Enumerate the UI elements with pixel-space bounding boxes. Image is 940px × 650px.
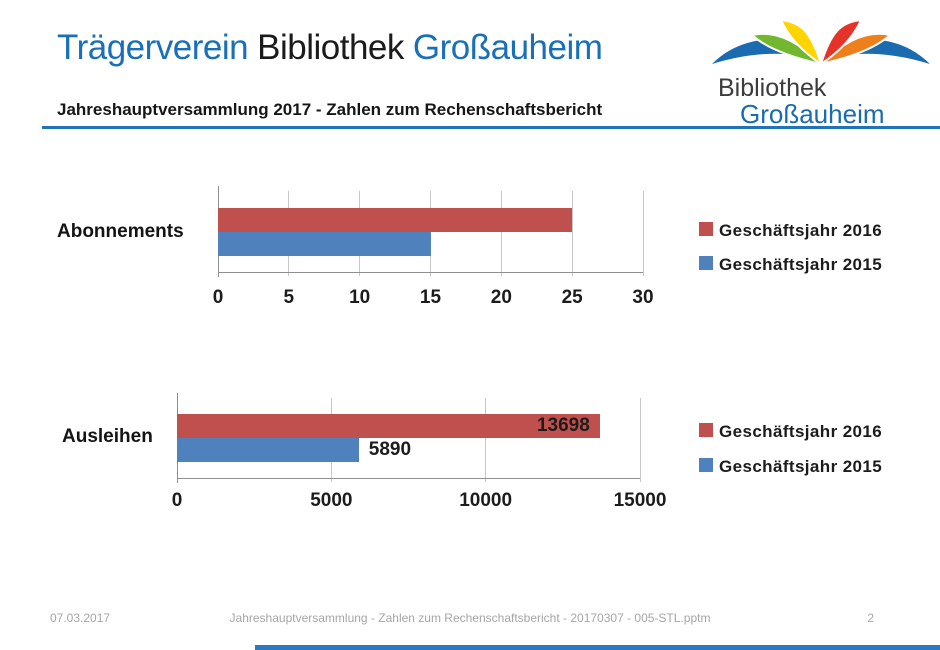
x-tick-label: 0 <box>212 287 224 308</box>
legend-label-2015: Geschäftsjahr 2015 <box>719 457 883 476</box>
logo-text-line2: Großauheim <box>740 99 885 129</box>
open-book-logo-icon <box>712 18 930 67</box>
legend-swatch-2015 <box>699 458 713 472</box>
plot-area-ausleihen: 0 5000 10000 15000 13698 5890 <box>172 393 666 511</box>
chart-legend: Geschäftsjahr 2016 Geschäftsjahr 2015 <box>699 221 882 289</box>
bar-gesch-ftsjahr-2016 <box>218 208 573 232</box>
x-tick-label: 20 <box>490 287 512 308</box>
legend-label-2016: Geschäftsjahr 2016 <box>719 422 883 441</box>
title-part-1: Trägerverein <box>57 28 249 67</box>
gridline <box>430 191 431 276</box>
footer-date: 07.03.2017 <box>50 611 111 625</box>
x-tick-label: 0 <box>171 490 183 511</box>
bottom-accent-bar <box>255 645 940 650</box>
legend-label-2015: Geschäftsjahr 2015 <box>719 255 883 274</box>
gridline <box>571 191 573 276</box>
chart-category-label: Ausleihen <box>62 426 153 447</box>
title-part-3: Großauheim <box>412 28 603 67</box>
data-label: 5890 <box>368 439 412 460</box>
x-tick-label: 30 <box>632 287 654 308</box>
legend-swatch-2015 <box>699 256 713 270</box>
legend-item-2016: Geschäftsjahr 2016 <box>699 221 882 243</box>
x-tick-label: 5000 <box>310 490 353 511</box>
x-tick-label: 5 <box>283 287 295 308</box>
bar-gesch-ftsjahr-2016 <box>177 414 600 438</box>
header-divider-line <box>42 126 940 129</box>
bar-gesch-ftsjahr-2015 <box>218 232 431 256</box>
legend-swatch-2016 <box>699 423 713 437</box>
slide-subtitle: Jahreshauptversammlung 2017 - Zahlen zum… <box>57 100 603 119</box>
x-axis-line <box>218 272 643 273</box>
chart-legend: Geschäftsjahr 2016 Geschäftsjahr 2015 <box>699 422 882 492</box>
title-part-2: Bibliothek <box>257 28 404 67</box>
gridline <box>500 191 502 276</box>
gridline <box>642 191 644 276</box>
page-title: Trägerverein Bibliothek Großauheim <box>57 28 611 68</box>
x-tick-label: 15000 <box>613 490 667 511</box>
legend-swatch-2016 <box>699 222 713 236</box>
gridline <box>639 398 641 482</box>
footer-document-title: Jahreshauptversammlung - Zahlen zum Rech… <box>229 611 711 625</box>
legend-item-2015: Geschäftsjahr 2015 <box>699 255 882 277</box>
x-tick-label: 10000 <box>459 490 513 511</box>
x-tick-label: 15 <box>419 287 442 308</box>
plot-area-abonnements: 0 5 10 15 20 25 30 <box>213 186 654 308</box>
legend-item-2015: Geschäftsjahr 2015 <box>699 457 882 479</box>
x-tick-label: 25 <box>561 287 583 308</box>
bar-gesch-ftsjahr-2015 <box>177 438 359 462</box>
gridline <box>485 398 487 482</box>
x-axis-line <box>177 478 640 479</box>
logo-text-line1: Bibliothek <box>718 74 827 102</box>
legend-item-2016: Geschäftsjahr 2016 <box>699 422 882 444</box>
legend-label-2016: Geschäftsjahr 2016 <box>719 221 883 240</box>
chart-category-label: Abonnements <box>57 221 184 242</box>
footer-page-number: 2 <box>867 611 874 625</box>
data-label: 13698 <box>536 415 590 436</box>
x-tick-label: 10 <box>349 287 371 308</box>
library-logo: Bibliothek Großauheim <box>710 12 932 129</box>
